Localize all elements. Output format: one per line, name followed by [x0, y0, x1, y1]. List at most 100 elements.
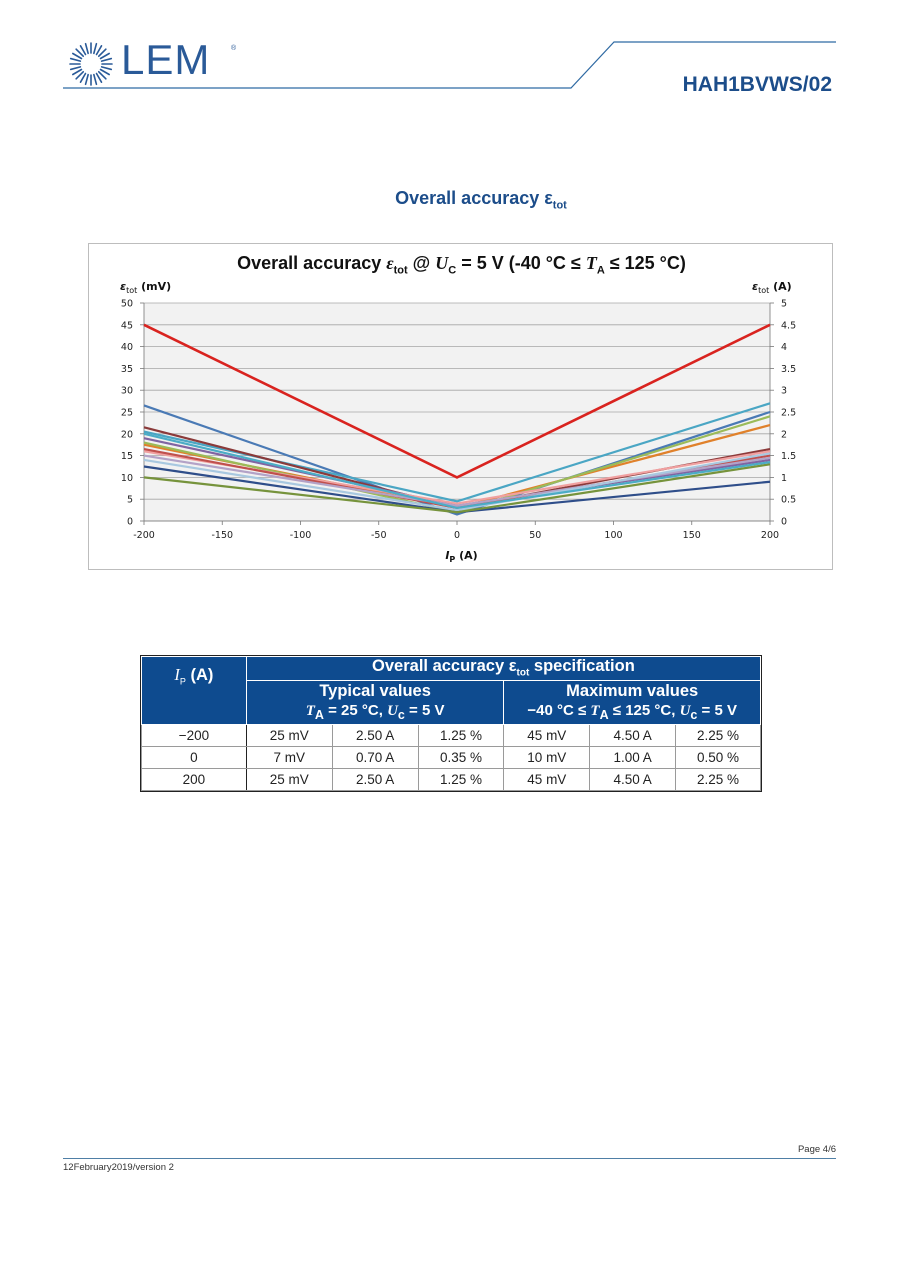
y-tick-label: 5 — [127, 495, 133, 506]
y-right-unit: (A) — [769, 280, 792, 293]
max-pre: −40 °C ≤ — [527, 701, 591, 719]
sun-ray — [75, 48, 85, 58]
x-tick-label: -200 — [133, 530, 155, 541]
y-tick-label: 10 — [121, 473, 133, 484]
document-date-version: 12February2019/version 2 — [63, 1162, 174, 1173]
table-row: 0 7 mV 0.70 A 0.35 % 10 mV 1.00 A 0.50 % — [141, 746, 761, 769]
table-cell: 1.25 % — [417, 768, 505, 791]
sun-ray — [100, 57, 113, 62]
x-tick-label: 150 — [683, 530, 701, 541]
table-cell: 1.25 % — [417, 724, 505, 747]
chart-title: Overall accuracy εtot @ UC = 5 V (-40 °C… — [89, 253, 834, 277]
chart-canvas: 0 05 0.510 115 1.520 225 2.530 335 3.540 445 4.550… — [121, 299, 796, 542]
typ-t: T — [305, 702, 315, 719]
y-right-tick-label: 3.5 — [781, 364, 796, 375]
sun-ray — [69, 66, 82, 71]
series-line — [143, 463, 771, 514]
table-cell: 0.50 % — [675, 746, 761, 769]
x-tick-label: 0 — [454, 530, 460, 541]
sun-ray — [99, 52, 110, 60]
x-label-i: I — [445, 549, 450, 562]
table-row: 200 25 mV 2.50 A 1.25 % 45 mV 4.50 A 2.2… — [141, 768, 761, 791]
max-cond2: = 5 V — [697, 701, 737, 719]
table-cell: 7 mV — [245, 746, 333, 769]
table-cell: 45 mV — [503, 724, 591, 747]
main-header-text: Overall accuracy ε — [372, 657, 517, 676]
y-right-eps: ε — [752, 280, 759, 293]
ip-header-sub: P — [179, 676, 186, 687]
sun-ray — [79, 45, 87, 56]
main-header-end: specification — [529, 657, 635, 676]
series-line — [143, 452, 771, 512]
sun-ray — [84, 42, 89, 55]
table-cell: 25 mV — [245, 768, 333, 791]
page-number: Page 4/6 — [797, 1144, 836, 1155]
section-title-sub: tot — [552, 199, 567, 212]
table-cell: 2.25 % — [675, 768, 761, 791]
table-cell: 200 — [141, 768, 247, 791]
series-line — [143, 454, 771, 507]
x-tick-label: -150 — [211, 530, 233, 541]
y-tick-label: 35 — [121, 364, 133, 375]
max-t-sub: A — [599, 707, 609, 722]
sun-ray — [93, 73, 98, 86]
table-main-header: Overall accuracy εtot specification — [245, 656, 762, 681]
max-t: T — [590, 702, 600, 719]
table-cell: 1.00 A — [589, 746, 677, 769]
max-cond1: ≤ 125 °C, — [608, 701, 680, 719]
y-right-tick-label: 1.5 — [781, 451, 796, 462]
section-title: Overall accuracy εtot — [0, 188, 900, 212]
sun-ray — [97, 48, 107, 58]
series-line — [143, 323, 771, 479]
y-tick-label: 50 — [121, 299, 133, 310]
y-right-tick-label: 0 — [781, 517, 787, 528]
section-title-text: Overall accuracy ε — [395, 188, 553, 208]
chart-title-t-sub: A — [596, 264, 605, 277]
table-cell: 0.70 A — [331, 746, 419, 769]
chart-title-part: Overall accuracy — [237, 253, 387, 273]
chart-title-part: @ — [407, 253, 436, 273]
chart-title-u-sub: C — [448, 264, 457, 277]
y-tick-label: 0 — [127, 517, 133, 528]
table-cell: 10 mV — [503, 746, 591, 769]
chart-title-eps-sub: tot — [393, 264, 408, 277]
ip-column-header: IP (A) — [141, 656, 247, 725]
y-left-unit: (mV) — [137, 280, 172, 293]
table-cell: 2.50 A — [331, 724, 419, 747]
sun-ray — [93, 42, 98, 55]
x-tick-label: 100 — [604, 530, 622, 541]
table-cell: 0.35 % — [417, 746, 505, 769]
lem-sun-logo-icon — [69, 42, 113, 86]
chart-title-u: U — [435, 253, 449, 273]
maximum-values-header: Maximum values −40 °C ≤ TA ≤ 125 °C, Uc … — [503, 680, 761, 725]
y-right-tick-label: 4 — [781, 342, 787, 353]
table-cell: 25 mV — [245, 724, 333, 747]
y-right-tick-label: 4.5 — [781, 320, 796, 331]
sun-ray — [99, 68, 110, 76]
maximum-conditions: −40 °C ≤ TA ≤ 125 °C, Uc = 5 V — [504, 702, 760, 723]
y-right-sub: tot — [758, 286, 770, 296]
typical-title: Typical values — [319, 682, 431, 701]
y-tick-label: 45 — [121, 320, 133, 331]
table-cell: 4.50 A — [589, 724, 677, 747]
y-right-tick-label: 5 — [781, 299, 787, 310]
sun-ray — [95, 72, 103, 83]
table-row: −200 25 mV 2.50 A 1.25 % 45 mV 4.50 A 2.… — [141, 724, 761, 747]
y-tick-label: 30 — [121, 386, 133, 397]
y-left-eps: ε — [120, 280, 127, 293]
y-right-tick-label: 0.5 — [781, 495, 796, 506]
sun-ray — [84, 73, 89, 86]
series-line — [143, 404, 771, 516]
sun-ray — [97, 70, 107, 80]
table-cell: 2.25 % — [675, 724, 761, 747]
product-name: HAH1BVWS/02 — [682, 73, 832, 96]
footer-rule — [63, 1158, 836, 1159]
y-tick-label: 15 — [121, 451, 133, 462]
brand-logo-text: LEM — [121, 36, 211, 83]
header-graphics — [63, 41, 836, 89]
sun-ray — [75, 70, 85, 80]
typ-u: U — [387, 702, 398, 719]
maximum-title: Maximum values — [566, 682, 699, 701]
typical-values-header: Typical values TA = 25 °C, Uc = 5 V — [245, 680, 505, 725]
sun-ray — [95, 45, 103, 56]
